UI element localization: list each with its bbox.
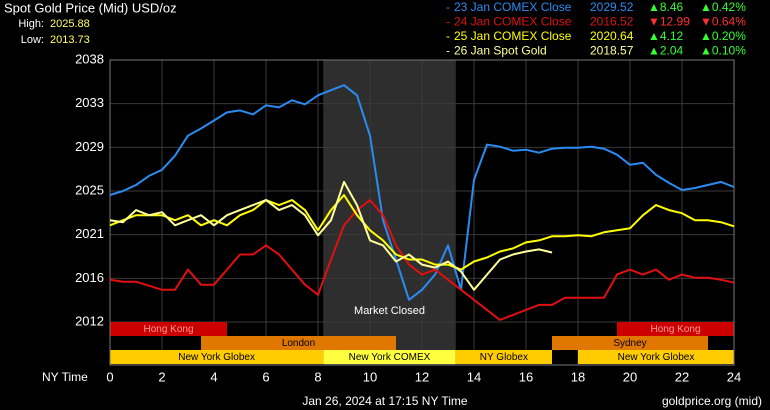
series-line — [109, 180, 553, 291]
x-tick-label: 0 — [106, 369, 113, 384]
x-tick-label: 8 — [314, 369, 321, 384]
x-tick-label: 20 — [623, 369, 637, 384]
x-tick-label: 4 — [210, 369, 217, 384]
y-tick-label: 2033 — [75, 95, 104, 110]
high-label: High: — [18, 18, 44, 30]
x-tick-label: 2 — [158, 369, 165, 384]
session-bar — [552, 336, 708, 350]
plot-border — [109, 59, 735, 366]
x-axis-label: NY Time — [42, 370, 88, 384]
market-closed-band — [323, 60, 456, 365]
x-tick-label: 16 — [519, 369, 533, 384]
session-label: Hong Kong — [650, 324, 700, 335]
y-tick-label: 2016 — [75, 270, 104, 285]
legend-dash: - — [446, 15, 450, 29]
legend-name: 23 Jan COMEX Close — [454, 0, 572, 14]
x-tick-label: 14 — [467, 369, 481, 384]
legend-change: ▲4.12 — [648, 29, 684, 43]
session-bar — [110, 350, 324, 364]
series-line — [109, 194, 735, 271]
y-tick-label: 2038 — [75, 51, 104, 66]
session-label: NY Globex — [480, 352, 528, 363]
session-label: Sydney — [613, 338, 646, 349]
source: goldprice.org (mid) — [662, 394, 762, 408]
session-bar — [578, 350, 734, 364]
x-tick-label: 6 — [262, 369, 269, 384]
legend-change-pct: ▲0.10% — [700, 44, 746, 58]
legend-close: 2029.52 — [590, 0, 634, 14]
session-label: New York Globex — [178, 352, 255, 363]
y-tick-label: 2021 — [75, 226, 104, 241]
x-tick-label: 18 — [571, 369, 585, 384]
x-tick-label: 24 — [727, 369, 741, 384]
legend-name: 24 Jan COMEX Close — [454, 15, 572, 29]
legend-dash: - — [446, 44, 450, 58]
x-tick-label: 22 — [675, 369, 689, 384]
legend-change: ▲2.04 — [648, 44, 684, 58]
legend-close: 2018.57 — [590, 44, 634, 58]
chart-title: Spot Gold Price (Mid) USD/oz — [4, 0, 177, 15]
session-bar — [110, 322, 227, 336]
y-tick-label: 2029 — [75, 139, 104, 154]
market-closed-label: Market Closed — [354, 305, 425, 317]
legend-change: ▲8.46 — [648, 0, 684, 14]
legend-dash: - — [446, 0, 450, 14]
low-value: 2013.73 — [50, 34, 90, 46]
session-bar — [455, 350, 552, 364]
legend-change-pct: ▲0.20% — [700, 29, 746, 43]
y-tick-label: 2012 — [75, 313, 104, 328]
legend-name: 25 Jan COMEX Close — [454, 29, 572, 43]
legend-name: 26 Jan Spot Gold — [454, 44, 547, 58]
session-label: London — [282, 338, 315, 349]
session-label: New York Globex — [618, 352, 695, 363]
x-tick-label: 12 — [415, 369, 429, 384]
session-bar — [201, 336, 396, 350]
footer: Jan 26, 2024 at 17:15 NY Time — [302, 394, 468, 408]
session-bar — [323, 350, 456, 364]
legend-close: 2020.64 — [590, 29, 634, 43]
x-tick-label: 10 — [363, 369, 377, 384]
low-label: Low: — [21, 34, 44, 46]
session-label: New York COMEX — [349, 352, 431, 363]
session-bar — [617, 322, 734, 336]
legend-dash: - — [446, 29, 450, 43]
series-line — [109, 84, 735, 301]
legend-change-pct: ▼0.64% — [700, 15, 746, 29]
session-label: Hong Kong — [143, 324, 193, 335]
legend-close: 2016.52 — [590, 15, 634, 29]
legend-change: ▼12.99 — [648, 15, 690, 29]
legend-change-pct: ▲0.42% — [700, 0, 746, 14]
series-line — [109, 199, 735, 321]
high-value: 2025.88 — [50, 18, 90, 30]
y-tick-label: 2025 — [75, 182, 104, 197]
